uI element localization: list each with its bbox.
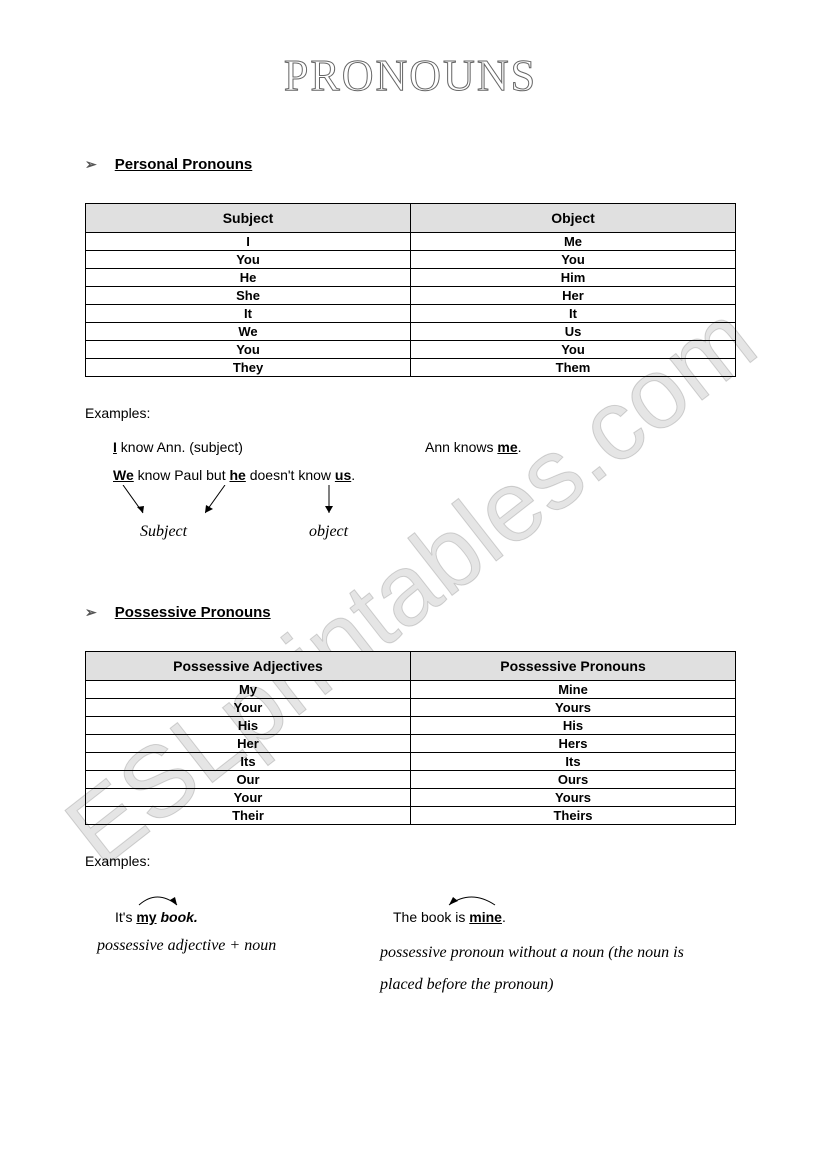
examples-label: Examples: — [85, 405, 736, 421]
table-row: HerHers — [86, 735, 736, 753]
table-row: MyMine — [86, 681, 736, 699]
table-cell: Yours — [411, 789, 736, 807]
table-row: TheyThem — [86, 359, 736, 377]
table-row: SheHer — [86, 287, 736, 305]
table-row: YourYours — [86, 699, 736, 717]
bullet-icon: ➢ — [85, 604, 97, 621]
example-text: We know Paul but he doesn't know us. — [113, 467, 355, 483]
table-row: TheirTheirs — [86, 807, 736, 825]
example-text: The book is mine. — [393, 909, 506, 925]
examples-block-1: I know Ann. (subject) Ann knows me. We k… — [85, 439, 736, 559]
italic-caption: possessive pronoun without a noun (the n… — [380, 937, 725, 1001]
example-text: Ann knows me. — [425, 439, 522, 455]
table-row: HisHis — [86, 717, 736, 735]
example-text: I know Ann. (subject) — [113, 439, 243, 455]
table-cell: Yours — [411, 699, 736, 717]
table-row: ItIt — [86, 305, 736, 323]
arrow-icon — [113, 485, 173, 525]
table-cell: Them — [411, 359, 736, 377]
table-cell: She — [86, 287, 411, 305]
table-row: YouYou — [86, 341, 736, 359]
possessive-pronouns-table: Possessive Adjectives Possessive Pronoun… — [85, 651, 736, 825]
table-cell: You — [86, 251, 411, 269]
table-header: Possessive Pronouns — [411, 652, 736, 681]
section2-heading-text: Possessive Pronouns — [115, 604, 271, 621]
table-cell: Us — [411, 323, 736, 341]
table-row: ItsIts — [86, 753, 736, 771]
italic-label: Subject — [140, 523, 187, 541]
table-cell: Hers — [411, 735, 736, 753]
arrow-icon — [321, 485, 351, 525]
bullet-icon: ➢ — [85, 156, 97, 173]
italic-label: object — [309, 523, 348, 541]
table-header: Possessive Adjectives — [86, 652, 411, 681]
table-row: WeUs — [86, 323, 736, 341]
curved-arrow-icon — [133, 891, 193, 909]
table-cell: His — [411, 717, 736, 735]
table-row: OurOurs — [86, 771, 736, 789]
table-cell: He — [86, 269, 411, 287]
personal-pronouns-table: Subject Object IMeYouYouHeHimSheHerItItW… — [85, 203, 736, 377]
page-title: PRONOUNS — [85, 50, 736, 101]
table-cell: Ours — [411, 771, 736, 789]
table-header: Object — [411, 204, 736, 233]
table-row: HeHim — [86, 269, 736, 287]
section1-heading-text: Personal Pronouns — [115, 156, 253, 173]
table-row: YourYours — [86, 789, 736, 807]
examples-block-2: It's my book. The book is mine. possessi… — [85, 887, 736, 1017]
table-cell: Their — [86, 807, 411, 825]
table-cell: Her — [411, 287, 736, 305]
table-cell: Its — [411, 753, 736, 771]
table-cell: It — [411, 305, 736, 323]
section1-heading: ➢ Personal Pronouns — [85, 156, 736, 173]
table-cell: Its — [86, 753, 411, 771]
arrow-icon — [205, 485, 265, 525]
table-cell: Theirs — [411, 807, 736, 825]
table-cell: Your — [86, 699, 411, 717]
table-cell: I — [86, 233, 411, 251]
table-cell: We — [86, 323, 411, 341]
table-cell: Me — [411, 233, 736, 251]
examples-label: Examples: — [85, 853, 736, 869]
table-row: YouYou — [86, 251, 736, 269]
table-cell: Her — [86, 735, 411, 753]
table-cell: You — [411, 251, 736, 269]
table-cell: Our — [86, 771, 411, 789]
table-cell: Him — [411, 269, 736, 287]
table-cell: It — [86, 305, 411, 323]
table-header: Subject — [86, 204, 411, 233]
table-cell: They — [86, 359, 411, 377]
table-cell: My — [86, 681, 411, 699]
table-cell: Mine — [411, 681, 736, 699]
italic-caption: possessive adjective + noun — [97, 937, 357, 955]
example-text: It's my book. — [115, 909, 198, 925]
table-cell: Your — [86, 789, 411, 807]
table-cell: You — [411, 341, 736, 359]
table-cell: You — [86, 341, 411, 359]
table-cell: His — [86, 717, 411, 735]
section2-heading: ➢ Possessive Pronouns — [85, 604, 736, 621]
curved-arrow-icon — [443, 891, 513, 909]
table-row: IMe — [86, 233, 736, 251]
